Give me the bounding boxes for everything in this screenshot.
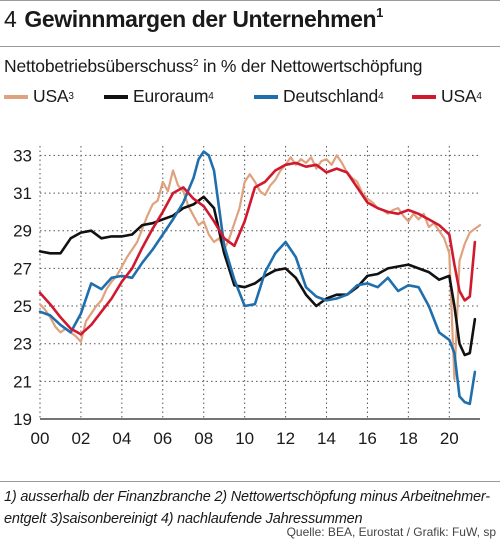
legend-note: 4 — [208, 91, 214, 102]
chart-title: 4 Gewinnmargen der Unternehmen1 — [4, 5, 383, 33]
x-tick-label: 16 — [358, 429, 377, 448]
source-credit: Quelle: BEA, Eurostat / Grafik: FuW, sp — [286, 525, 496, 539]
legend-label: USA — [33, 86, 69, 106]
legend-swatch — [104, 94, 128, 99]
y-tick-label: 33 — [13, 146, 32, 165]
chart-subtitle: Nettobetriebsüberschuss2 in % der Nettow… — [4, 56, 423, 77]
footnotes: 1) ausserhalb der Finanzbranche 2) Netto… — [4, 486, 490, 530]
x-tick-label: 12 — [276, 429, 295, 448]
x-tick-label: 04 — [112, 429, 131, 448]
legend-swatch — [412, 94, 436, 99]
x-tick-label: 18 — [399, 429, 418, 448]
subtitle-rest: in % der Nettowertschöpfung — [198, 56, 423, 76]
top-rule — [0, 0, 500, 1]
y-tick-label: 29 — [13, 222, 32, 241]
legend-note: 3 — [68, 91, 74, 102]
y-tick-label: 21 — [13, 372, 32, 391]
legend-swatch — [4, 94, 28, 99]
y-tick-label: 31 — [13, 184, 32, 203]
legend-label: Euroraum — [133, 86, 209, 106]
legend-note: 4 — [476, 91, 482, 102]
legend-item-deutschland: Deutschland 4 — [254, 86, 384, 107]
figure-number: 4 — [4, 6, 17, 32]
footnote-line-2: entgelt 3)saisonbereinigt 4) nachlaufend… — [4, 511, 363, 527]
x-tick-label: 20 — [440, 429, 459, 448]
legend-label: Deutschland — [283, 86, 379, 106]
x-tick-label: 00 — [31, 429, 50, 448]
x-tick-label: 14 — [317, 429, 336, 448]
series-line-3 — [38, 150, 477, 406]
legend-item-euroraum: Euroraum 4 — [104, 86, 214, 107]
legend-item-usa-3: USA 3 — [4, 86, 74, 107]
x-tick-label: 10 — [235, 429, 254, 448]
legend-label: USA — [441, 86, 477, 106]
legend-swatch — [254, 94, 278, 99]
y-tick-label: 25 — [13, 297, 32, 316]
x-tick-label: 08 — [194, 429, 213, 448]
title-text: Gewinnmargen der Unternehmen — [24, 6, 377, 32]
legend-note: 4 — [378, 91, 384, 102]
series-line-1 — [38, 154, 482, 381]
subtitle-text: Nettobetriebsüberschuss — [4, 56, 193, 76]
legend: USA 3 Euroraum 4 Deutschland 4 USA 4 — [4, 86, 500, 110]
y-tick-label: 27 — [13, 259, 32, 278]
series-line-4 — [38, 161, 477, 336]
footnote-rule — [0, 481, 500, 482]
x-tick-label: 02 — [71, 429, 90, 448]
title-footnote-mark: 1 — [376, 5, 384, 20]
y-tick-label: 23 — [13, 335, 32, 354]
series-line-2 — [38, 195, 477, 357]
x-tick-label: 06 — [153, 429, 172, 448]
footnote-line-1: 1) ausserhalb der Finanzbranche 2) Netto… — [4, 489, 490, 505]
title-rule — [0, 46, 500, 47]
subtitle-footnote-mark: 2 — [192, 58, 199, 69]
y-tick-label: 19 — [13, 410, 32, 429]
legend-item-usa-4: USA 4 — [412, 86, 482, 107]
